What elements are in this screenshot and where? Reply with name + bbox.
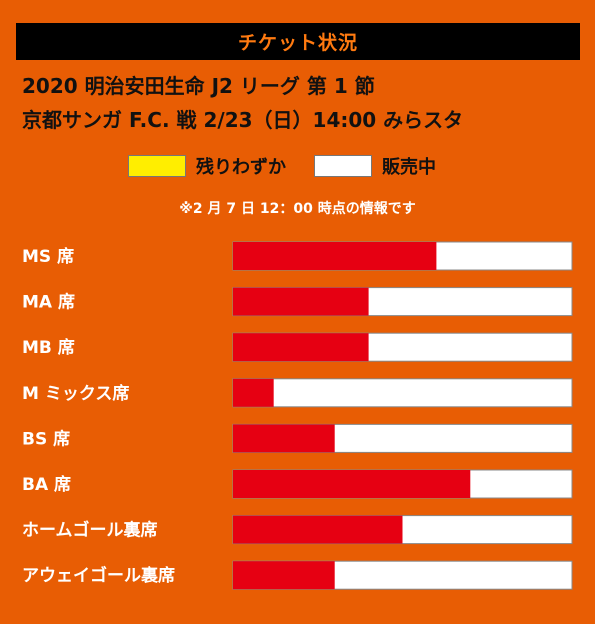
seat-availability-chart: MS 席 MA 席 MB 席 M ミックス席 BS 席 BA 席ホームゴール裏席アウェイゴ…	[22, 241, 573, 590]
bar-fill	[233, 378, 274, 407]
bar-fill	[233, 242, 437, 270]
bar-fill	[233, 333, 369, 362]
category-label: ホームゴール裏席	[22, 520, 158, 541]
category-label: BA 席	[22, 474, 71, 495]
bar-fill	[233, 287, 369, 316]
legend-swatch-few-left	[128, 155, 186, 177]
category-label: BS 席	[22, 428, 70, 449]
page-title: チケット状況	[237, 32, 358, 54]
title-bar: チケット状況	[16, 23, 580, 60]
timestamp-note: ※2 月 7 日 12：00 時点の情報です	[179, 201, 416, 217]
match-line-2: 京都サンガ F.C. 戦 2/23（日）14:00 みらスタ	[22, 108, 464, 132]
legend: 残りわずか 販売中	[128, 153, 436, 179]
match-line-1: 2020 明治安田生命 J2 リーグ 第 1 節	[22, 74, 375, 98]
legend-swatch-on-sale	[314, 155, 372, 177]
category-label: アウェイゴール裏席	[22, 565, 175, 586]
bar-track	[232, 378, 573, 408]
bar-fill	[233, 515, 403, 544]
category-label: MB 席	[22, 337, 75, 358]
category-label: MS 席	[22, 246, 74, 267]
legend-label-on-sale: 販売中	[382, 157, 436, 178]
bar-fill	[233, 424, 335, 453]
category-label: M ミックス席	[22, 383, 129, 404]
legend-label-few-left: 残りわずか	[196, 157, 286, 178]
bar-fill	[233, 561, 335, 590]
category-label: MA 席	[22, 292, 75, 313]
bar-fill	[233, 470, 471, 498]
